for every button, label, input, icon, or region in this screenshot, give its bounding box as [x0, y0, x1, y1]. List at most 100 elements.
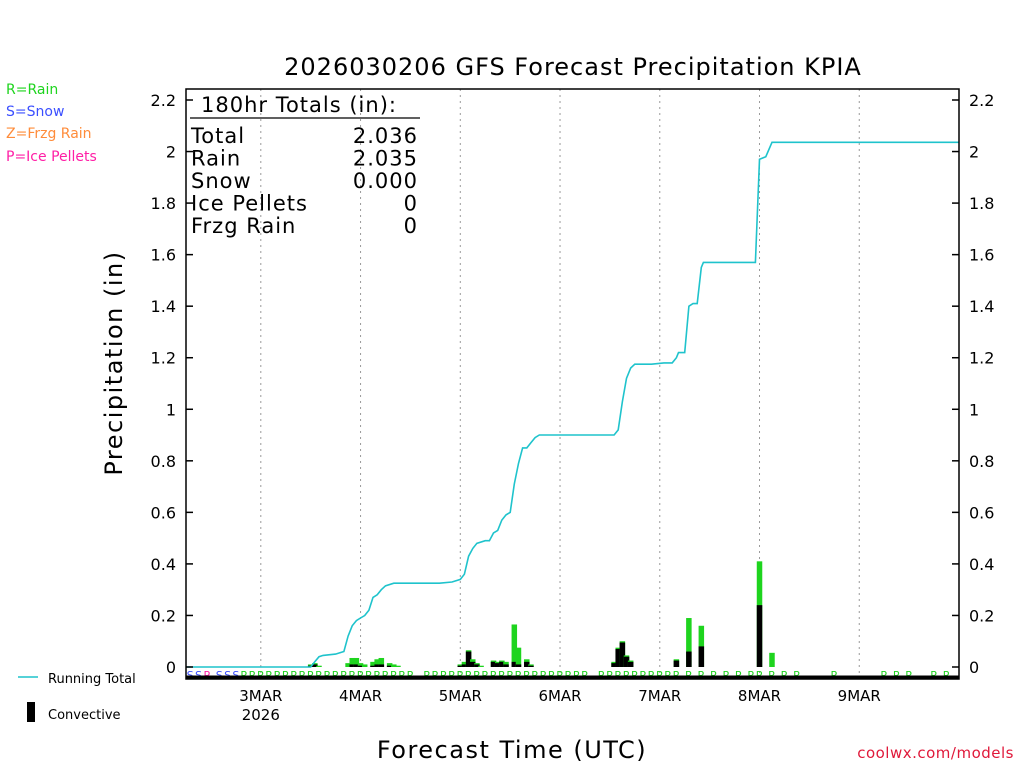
legend-ice-pellets: P=Ice Pellets	[6, 149, 97, 165]
y-tick-label-left: 0.2	[151, 606, 176, 625]
x-tick-label: 6MAR	[538, 687, 581, 705]
x-tick-label: 3MAR	[239, 687, 282, 705]
y-tick-label-left: 1.2	[151, 349, 176, 368]
precip-bar	[391, 664, 397, 667]
totals-row-label: Ice Pellets	[191, 192, 308, 216]
x-axis-label: Forecast Time (UTC)	[377, 736, 647, 764]
x-tick-sublabel: 2026	[242, 706, 280, 724]
convective-bar	[503, 664, 509, 667]
x-tick-label: 5MAR	[439, 687, 482, 705]
y-tick-label-left: 2.2	[151, 91, 176, 110]
precip-bar	[353, 657, 360, 667]
y-tick-label-left: 1.6	[151, 246, 176, 265]
precip-bar	[395, 665, 401, 667]
convective-bar	[686, 651, 692, 667]
precip-bar	[374, 659, 380, 667]
plot-frame	[185, 88, 960, 680]
y-tick-label-right: 0.6	[969, 503, 994, 522]
y-tick-label-right: 2	[969, 143, 979, 162]
convective-bar	[386, 665, 393, 667]
convective-legend-swatch	[27, 702, 35, 722]
convective-bar	[515, 664, 522, 667]
totals-row-value: 0.000	[353, 169, 418, 193]
convective-bar	[353, 664, 360, 667]
chart-title: 2026030206 GFS Forecast Precipitation KP…	[284, 53, 862, 81]
y-tick-label-left: 1	[166, 400, 176, 419]
totals-row-value: 2.036	[353, 124, 418, 148]
precip-bar	[345, 663, 351, 667]
convective-bar	[494, 663, 501, 667]
y-axis-left: 0 0.2 0.4 0.6 0.8 1 1.2 1.4 1.6 1.8 2 2.2	[151, 91, 193, 677]
precip-bar	[386, 663, 393, 667]
precip-bar	[511, 624, 518, 667]
precip-bar	[478, 665, 484, 667]
x-tick-label: 4MAR	[339, 687, 382, 705]
y-tick-label-right: 0.2	[969, 606, 994, 625]
precip-bar	[769, 652, 775, 667]
x-tick-label: 8MAR	[738, 687, 781, 705]
convective-bar	[698, 646, 705, 667]
convective-bar	[623, 656, 630, 667]
y-tick-label-left: 0.4	[151, 555, 176, 574]
convective-bar	[611, 663, 617, 667]
legend-freezing-rain: Z=Frzg Rain	[6, 126, 92, 142]
totals-row-label: Snow	[191, 169, 252, 193]
precip-bar	[357, 663, 364, 667]
convective-bar	[312, 664, 318, 667]
y-tick-label-right: 1	[969, 400, 979, 419]
totals-rows: Total 2.036 Rain 2.035 Snow 0.000 Ice Pellets 0…	[190, 124, 418, 238]
precip-bar	[316, 665, 322, 667]
convective-legend-label: Convective	[48, 708, 121, 723]
convective-bar	[627, 661, 634, 667]
convective-bar	[465, 651, 472, 667]
convective-bar	[374, 664, 380, 667]
y-tick-label-left: 0.8	[151, 452, 176, 471]
convective-bar	[378, 664, 385, 667]
totals-row-value: 2.035	[353, 147, 418, 171]
totals-row-value: 0	[404, 214, 418, 238]
running-total-line	[186, 141, 959, 668]
totals-row-label: Frzg Rain	[191, 214, 296, 238]
y-tick-label-left: 0	[166, 658, 176, 677]
y-tick-label-right: 0.8	[969, 452, 994, 471]
precip-bar	[515, 647, 522, 667]
y-tick-label-right: 1.6	[969, 246, 994, 265]
convective-bar	[370, 665, 376, 667]
y-tick-label-left: 1.8	[151, 194, 176, 213]
running-total-legend-label: Running Total	[48, 672, 136, 687]
precip-bar	[361, 664, 368, 667]
precip-bar	[378, 657, 385, 667]
day-gridlines	[260, 89, 860, 677]
convective-bar	[457, 665, 464, 667]
legend-rain: R=Rain	[6, 82, 59, 98]
totals-row-value: 0	[404, 192, 418, 216]
convective-bar	[511, 661, 518, 667]
convective-bar	[499, 661, 505, 667]
y-tick-label-left: 1.4	[151, 297, 176, 316]
convective-bar	[524, 661, 530, 667]
totals-row-label: Total	[190, 124, 245, 148]
totals-row-label: Rain	[191, 147, 241, 171]
convective-bar	[615, 648, 621, 667]
convective-bar	[619, 642, 626, 667]
y-axis-label: Precipitation (in)	[100, 250, 128, 475]
convective-bar	[461, 664, 468, 667]
y-tick-label-left: 2	[166, 143, 176, 162]
convective-bar	[528, 665, 534, 667]
y-tick-label-right: 1.8	[969, 194, 994, 213]
source-link[interactable]: coolwx.com/models	[857, 744, 1014, 762]
y-tick-label-left: 0.6	[151, 503, 176, 522]
precip-bar	[349, 657, 355, 667]
convective-bar	[673, 660, 680, 667]
y-tick-label-right: 1.2	[969, 349, 994, 368]
y-tick-label-right: 1.4	[969, 297, 994, 316]
precip-bar	[686, 618, 692, 667]
precip-bar	[370, 661, 376, 667]
x-tick-label: 7MAR	[638, 687, 681, 705]
convective-bar	[470, 661, 476, 667]
x-tick-label: 9MAR	[838, 687, 881, 705]
convective-bar	[474, 664, 480, 667]
convective-bar	[490, 661, 497, 667]
